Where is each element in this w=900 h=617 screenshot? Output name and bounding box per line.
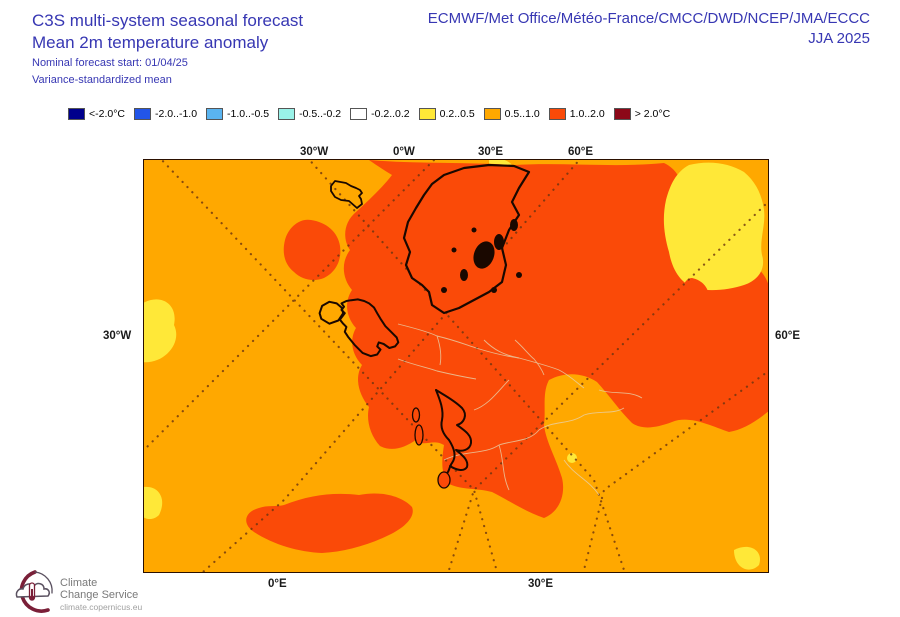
svg-text:climate.copernicus.eu: climate.copernicus.eu <box>60 602 142 612</box>
svg-text:Climate: Climate <box>60 577 97 589</box>
svg-text:Change Service: Change Service <box>60 589 138 601</box>
